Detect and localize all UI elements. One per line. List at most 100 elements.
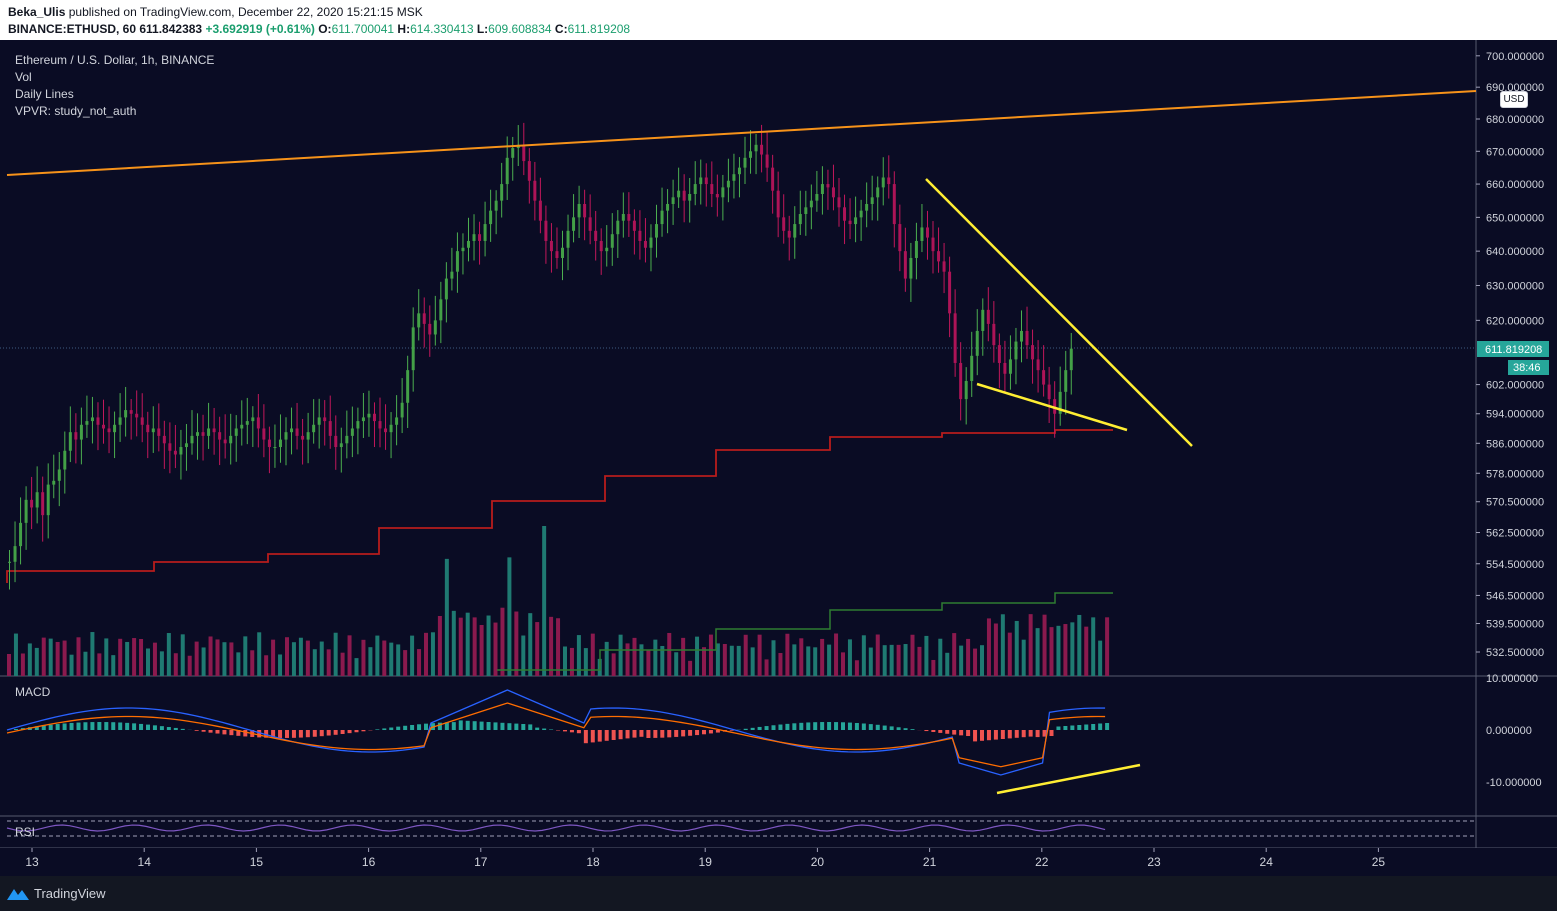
candle [903, 227, 907, 292]
volume-bar [236, 652, 241, 676]
time-tick-label: 23 [1147, 855, 1161, 869]
volume-bar [611, 653, 616, 676]
macd-histogram-bar [257, 730, 262, 738]
candle-body [677, 190, 681, 198]
volume-bar [479, 624, 484, 676]
author-name[interactable]: Beka_Ulis [8, 5, 66, 19]
candle [787, 215, 791, 261]
candle-body [140, 417, 144, 425]
candle [118, 393, 122, 442]
candle [643, 218, 647, 263]
candle [234, 415, 238, 462]
candle [107, 406, 111, 454]
volume-bar [1049, 627, 1054, 676]
volume-bar [493, 622, 498, 676]
macd-histogram-bar [785, 723, 790, 730]
candle-body [887, 177, 891, 185]
macd-histogram-bar [83, 722, 88, 730]
candle-body [572, 217, 576, 231]
candle [384, 404, 388, 450]
macd-histogram-bar [291, 730, 296, 738]
candle-body [870, 197, 874, 204]
candle [466, 217, 470, 262]
volume-bar [736, 645, 741, 676]
volume-bar [20, 653, 25, 676]
candle-body [638, 230, 642, 241]
legend-vol[interactable]: Vol [15, 70, 32, 84]
candle-body [948, 271, 952, 314]
macd-histogram-bar [827, 722, 832, 730]
candle-body [754, 144, 758, 152]
legend-vpvr[interactable]: VPVR: study_not_auth [15, 104, 137, 118]
macd-histogram-bar [451, 722, 456, 730]
symbol-label: BINANCE:ETHUSD, 60 [8, 22, 137, 36]
candle [588, 194, 592, 245]
volume-bar [875, 634, 880, 676]
macd-histogram-bar [611, 730, 616, 740]
candle [594, 210, 598, 261]
daily-low-line [497, 592, 1113, 671]
volume-bar [973, 648, 978, 676]
volume-bar [931, 659, 936, 676]
candle-body [527, 161, 531, 181]
macd-histogram-bar [326, 730, 331, 736]
candle [671, 179, 675, 225]
rsi-pane-label[interactable]: RSI [15, 825, 36, 839]
candle-body [350, 428, 354, 436]
candle-body [328, 421, 332, 436]
macd-histogram-bar [1056, 726, 1061, 730]
price-tick-label: 660.000000 [1486, 179, 1544, 191]
macd-histogram-bar [424, 723, 428, 730]
volume-bar [778, 653, 783, 676]
volume-bar [159, 651, 164, 676]
price-tick-label: 680.000000 [1486, 114, 1544, 126]
macd-histogram-bar [472, 721, 477, 730]
candle-body [135, 413, 139, 418]
candle-body [782, 217, 786, 231]
price-tick-label: 539.500000 [1486, 619, 1544, 631]
currency-badge[interactable]: USD [1500, 91, 1528, 108]
candle [184, 424, 188, 471]
candle [57, 452, 61, 507]
candle [124, 386, 128, 437]
candle-body [666, 203, 670, 211]
candle [561, 230, 564, 281]
price-tick-label: 562.500000 [1486, 528, 1544, 540]
chart-svg[interactable]: 700.000000690.000000680.000000670.000000… [0, 40, 1557, 876]
candle-body [942, 261, 946, 272]
macd-histogram-bar [500, 722, 505, 730]
legend-daily-lines[interactable]: Daily Lines [15, 87, 74, 101]
candle-body [162, 435, 166, 444]
brand-name[interactable]: TradingView [34, 886, 106, 901]
macd-histogram-bar [764, 726, 769, 730]
volume-bar [841, 652, 845, 676]
macd-histogram-bar [354, 730, 359, 733]
candle-body [1014, 341, 1018, 360]
countdown-badge [1508, 360, 1549, 375]
legend-title[interactable]: Ethereum / U.S. Dollar, 1h, BINANCE [15, 53, 215, 67]
candle [743, 136, 747, 185]
candle-body [914, 240, 918, 258]
candle [201, 414, 205, 461]
macd-histogram-bar [1063, 726, 1068, 730]
macd-histogram-bar [493, 722, 498, 730]
volume-bar [903, 644, 908, 676]
candle [400, 378, 404, 434]
volume-bar [264, 655, 269, 676]
chart-area[interactable]: 700.000000 690.000000 680.000000 670.000000… [0, 40, 1557, 876]
volume-bar [305, 640, 310, 676]
candle-body [417, 313, 421, 328]
macd-histogram-bar [340, 730, 345, 734]
candle [212, 407, 216, 455]
candle [981, 298, 985, 356]
macd-pane-label[interactable]: MACD [15, 685, 51, 699]
candle [79, 407, 83, 465]
candle [35, 466, 39, 524]
candle [262, 404, 266, 458]
macd-histogram-bar [152, 725, 157, 730]
volume-bar [458, 617, 463, 676]
candle-body [1019, 330, 1023, 342]
candle [151, 406, 155, 453]
volume-bar [41, 637, 46, 676]
candle-body [909, 257, 913, 279]
